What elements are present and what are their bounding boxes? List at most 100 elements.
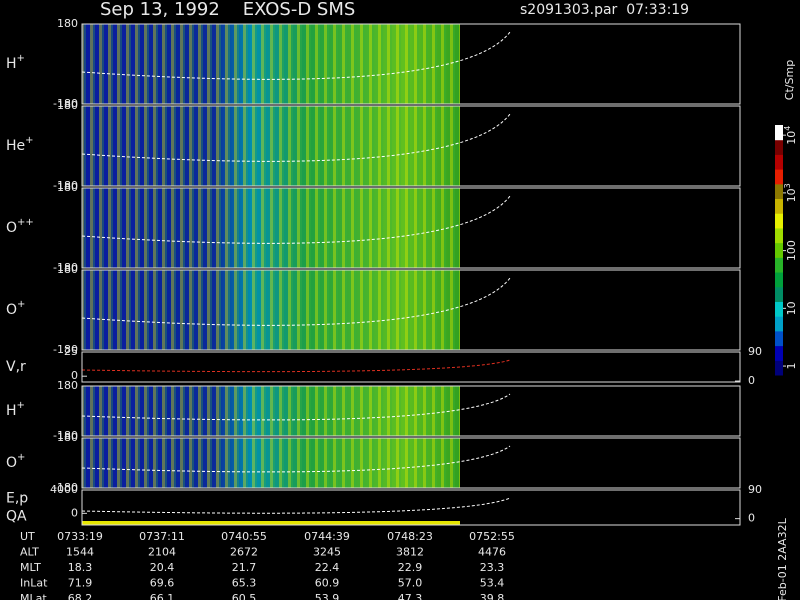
tick-base: 10 xyxy=(785,131,798,145)
trace xyxy=(81,31,511,80)
y-tick-label: 180 xyxy=(57,99,78,112)
colorbar-tick-label: 10 xyxy=(785,301,798,315)
label-sup: + xyxy=(17,400,25,411)
table-cell: 0748:23 xyxy=(387,530,433,543)
panel-label: O+ xyxy=(6,452,25,471)
y-tick-label: 180 xyxy=(57,431,78,444)
colorbar-segment xyxy=(775,330,783,347)
row-header: ALT xyxy=(20,546,39,559)
colorbar-segment xyxy=(775,345,783,361)
y2-tick-label: 0 xyxy=(748,374,755,387)
panel-label: E,p xyxy=(6,491,28,507)
label-base: V,r xyxy=(6,359,26,375)
panel-background xyxy=(82,352,460,382)
panel-frame xyxy=(81,437,741,489)
colorbar-segment xyxy=(775,316,783,332)
colorbar-tick-label: 100 xyxy=(785,240,798,261)
y-tick-label: 4000 xyxy=(50,483,78,496)
label-base: O xyxy=(6,455,17,471)
colorbar-tick-label: 103 xyxy=(783,183,799,202)
table-cell: 39.8 xyxy=(480,592,505,600)
table-cell: 22.4 xyxy=(315,561,340,574)
table-cell: 23.3 xyxy=(480,561,505,574)
table-cell: 18.3 xyxy=(68,561,93,574)
colorbar-segment xyxy=(775,139,783,155)
label-base: He xyxy=(6,138,25,154)
tick-base: 10 xyxy=(785,188,798,202)
colorbar-segment xyxy=(775,125,783,141)
panel-frame xyxy=(81,489,741,526)
colorbar-tick-label: 104 xyxy=(783,126,799,145)
qa-bar xyxy=(82,521,460,525)
panel-frame xyxy=(81,187,741,269)
tick-base: 1 xyxy=(785,363,798,370)
colorbar-segment xyxy=(775,272,783,288)
panel-frame xyxy=(81,385,741,437)
trace xyxy=(81,113,511,162)
tick-sup: 3 xyxy=(783,183,792,188)
trace xyxy=(81,277,511,326)
table-cell: 0744:39 xyxy=(304,530,350,543)
table-cell: 22.9 xyxy=(398,561,423,574)
y-tick-label: -180 xyxy=(53,429,78,442)
panel-label: V,r xyxy=(6,359,26,375)
panel-frame xyxy=(81,351,741,383)
table-cell: 0752:55 xyxy=(469,530,515,543)
colorbar-title: Ct/Smp xyxy=(783,60,796,100)
subtitle: s2091303.par 07:33:19 xyxy=(520,2,689,18)
colorbar-segment xyxy=(775,286,783,302)
row-header: UT xyxy=(20,530,35,543)
table-cell: 66.1 xyxy=(150,592,175,600)
table-cell: 0740:55 xyxy=(221,530,267,543)
table-cell: 60.5 xyxy=(232,592,257,600)
y-tick-label: 180 xyxy=(57,263,78,276)
table-cell: 60.9 xyxy=(315,577,340,590)
table-cell: 2104 xyxy=(148,546,176,559)
panel-label: H+ xyxy=(6,53,25,72)
y-tick-label: 180 xyxy=(57,17,78,30)
row-header: MLat xyxy=(20,592,47,600)
label-sup: + xyxy=(17,53,25,64)
footer: Feb-01 2AA32L xyxy=(776,517,789,600)
trace xyxy=(81,359,511,373)
colorbar-segment xyxy=(775,227,783,244)
panel-stripes xyxy=(82,270,460,350)
y-tick-label: -180 xyxy=(53,343,78,356)
y2-tick-label: 0 xyxy=(748,512,755,525)
panel-stripes xyxy=(82,24,460,104)
label-sup: + xyxy=(17,299,25,310)
colorbar-tick-label: 1 xyxy=(785,363,798,370)
table-cell: 20.4 xyxy=(150,561,175,574)
y-tick-label: 0 xyxy=(71,369,78,382)
colorbar-segment xyxy=(775,183,783,200)
label-base: H xyxy=(6,56,17,72)
table-cell: 65.3 xyxy=(232,577,257,590)
table-cell: 0733:19 xyxy=(57,530,103,543)
panel-frame xyxy=(81,105,741,187)
y-tick-label: -180 xyxy=(53,481,78,494)
y-tick-label: 180 xyxy=(57,379,78,392)
label-sup: ++ xyxy=(17,217,34,228)
y-tick-label: -180 xyxy=(53,97,78,110)
y-tick-label: 25 xyxy=(64,345,78,358)
panel-label: QA xyxy=(6,509,27,525)
y-tick-label: -180 xyxy=(53,261,78,274)
y-tick-label: 0 xyxy=(71,506,78,519)
tick-base: 10 xyxy=(785,301,798,315)
panel-stripes xyxy=(82,438,460,488)
panel-label: He+ xyxy=(6,135,34,154)
table-cell: 53.9 xyxy=(315,592,340,600)
label-base: O xyxy=(6,302,17,318)
table-cell: 4476 xyxy=(478,546,506,559)
colorbar-segment xyxy=(775,213,783,229)
row-header: InLat xyxy=(20,577,48,590)
panel-stripes xyxy=(82,188,460,268)
tick-sup: 4 xyxy=(783,126,792,131)
tick-base: 100 xyxy=(785,240,798,261)
y-tick-label: -180 xyxy=(53,179,78,192)
panel-background xyxy=(82,490,460,525)
table-cell: 1544 xyxy=(66,546,94,559)
table-cell: 69.6 xyxy=(150,577,175,590)
colorbar-segment xyxy=(775,154,783,170)
colorbar-segment xyxy=(775,257,783,273)
